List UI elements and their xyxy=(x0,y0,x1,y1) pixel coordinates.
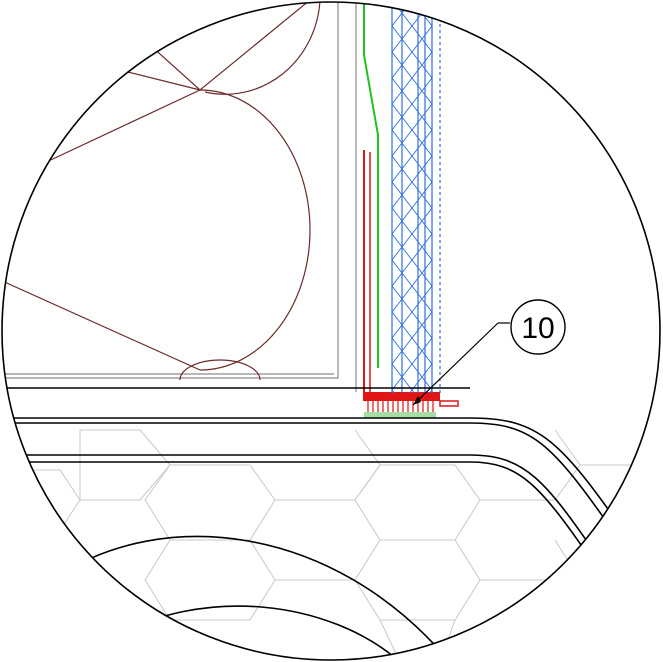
callout-label: 10 xyxy=(521,312,554,345)
wall-frame xyxy=(2,2,357,392)
insulation xyxy=(2,2,321,381)
base-slab xyxy=(2,387,631,566)
hex-pattern xyxy=(2,429,640,660)
callout-10: 10 xyxy=(412,299,566,406)
callout-bubble xyxy=(510,299,566,355)
green-membrane xyxy=(363,2,379,368)
blue-mesh xyxy=(391,2,441,393)
red-flashing xyxy=(363,150,459,418)
